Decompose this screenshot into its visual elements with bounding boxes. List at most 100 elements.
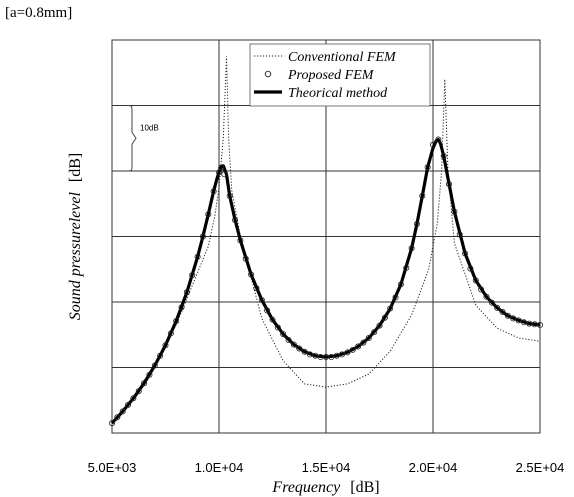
- data-point: [269, 316, 276, 323]
- data-point: [119, 408, 126, 415]
- data-point: [515, 317, 522, 324]
- series-line-conventional-fem: [111, 56, 541, 424]
- data-point: [280, 331, 287, 338]
- data-point: [504, 312, 511, 319]
- data-point: [446, 181, 453, 188]
- data-point: [467, 265, 474, 272]
- data-point: [109, 420, 116, 427]
- data-point: [376, 322, 383, 329]
- chart-title: [a=0.8mm]: [5, 5, 72, 21]
- x-axis-label: Frequency [dB]: [271, 479, 379, 496]
- data-point: [199, 233, 206, 240]
- data-point: [114, 414, 121, 421]
- data-point: [218, 164, 225, 171]
- data-point: [429, 141, 436, 148]
- x-tick-label: 2.0E+04: [409, 460, 458, 475]
- data-point: [392, 294, 399, 301]
- data-point: [440, 152, 447, 159]
- legend-label-theorical-method: Theorical method: [288, 86, 388, 101]
- series-layer: [109, 56, 544, 427]
- data-point: [151, 362, 158, 369]
- scale-bar-label: 10dB: [140, 123, 159, 132]
- data-point: [290, 341, 297, 348]
- data-point: [483, 293, 490, 300]
- data-point: [537, 321, 544, 328]
- data-point: [472, 277, 479, 284]
- data-point: [451, 208, 458, 215]
- data-point: [141, 380, 148, 387]
- scale-bar: 10dB: [126, 105, 159, 172]
- data-point: [397, 281, 404, 288]
- data-point: [135, 388, 142, 395]
- data-point: [162, 342, 169, 349]
- data-point: [167, 330, 174, 337]
- data-point: [226, 192, 233, 199]
- legend-label-proposed-fem: Proposed FEM: [287, 68, 375, 83]
- data-point: [403, 264, 410, 271]
- data-point: [205, 211, 212, 218]
- x-tick-labels: 5.0E+03 1.0E+04 1.5E+04 2.0E+04 2.5E+04: [88, 460, 565, 475]
- data-point: [130, 395, 137, 402]
- x-axis-label-text: Frequency: [271, 479, 341, 496]
- data-point: [183, 289, 190, 296]
- series-proposed-fem: [109, 136, 544, 427]
- data-point: [371, 329, 378, 336]
- data-point: [157, 352, 164, 359]
- data-point: [435, 136, 442, 143]
- x-tick-label: 1.0E+04: [195, 460, 244, 475]
- data-point: [424, 164, 431, 171]
- data-point: [296, 345, 303, 352]
- data-point: [306, 351, 313, 358]
- x-tick-label: 2.5E+04: [516, 460, 565, 475]
- data-point: [285, 336, 292, 343]
- data-point: [173, 317, 180, 324]
- data-point: [344, 349, 351, 356]
- data-point: [478, 286, 485, 293]
- data-point: [237, 237, 244, 244]
- legend-marker-proposed-fem: [264, 70, 272, 78]
- data-point: [419, 192, 426, 199]
- legend-label-conventional-fem: Conventional FEM: [288, 50, 397, 65]
- data-point: [264, 307, 271, 314]
- x-axis-unit: [dB]: [350, 479, 379, 496]
- data-point: [413, 221, 420, 228]
- data-point: [494, 304, 501, 311]
- data-point: [355, 343, 362, 350]
- data-point: [488, 299, 495, 306]
- data-point: [194, 253, 201, 260]
- data-point: [221, 171, 228, 178]
- data-point: [258, 297, 265, 304]
- data-point: [349, 346, 356, 353]
- data-point: [210, 188, 217, 195]
- data-point: [387, 305, 394, 312]
- data-point: [339, 351, 346, 358]
- data-point: [312, 352, 319, 359]
- x-tick-label: 5.0E+03: [88, 460, 137, 475]
- data-point: [408, 245, 415, 252]
- data-point: [178, 304, 185, 311]
- series-line-theorical-method: [110, 138, 541, 425]
- y-axis-unit: [dB]: [67, 153, 84, 182]
- y-axis-label: Sound pressurelevel [dB]: [67, 153, 84, 320]
- data-point: [462, 250, 469, 257]
- data-point: [274, 324, 281, 331]
- data-point: [360, 339, 367, 346]
- x-tick-label: 1.5E+04: [302, 460, 351, 475]
- legend-box: [249, 43, 431, 107]
- y-axis-label-text: Sound pressurelevel: [67, 192, 84, 321]
- legend: Conventional FEM Proposed FEM Theorical me…: [249, 43, 431, 107]
- data-point: [189, 272, 196, 279]
- data-point: [248, 271, 255, 278]
- data-point: [253, 285, 260, 292]
- data-point: [510, 315, 517, 322]
- scale-bracket: [126, 105, 137, 172]
- data-point: [520, 319, 527, 326]
- data-point: [365, 335, 372, 342]
- data-point: [456, 231, 463, 238]
- data-point: [125, 401, 132, 408]
- data-point: [232, 217, 239, 224]
- data-point: [381, 314, 388, 321]
- data-point: [242, 255, 249, 262]
- data-point: [146, 371, 153, 378]
